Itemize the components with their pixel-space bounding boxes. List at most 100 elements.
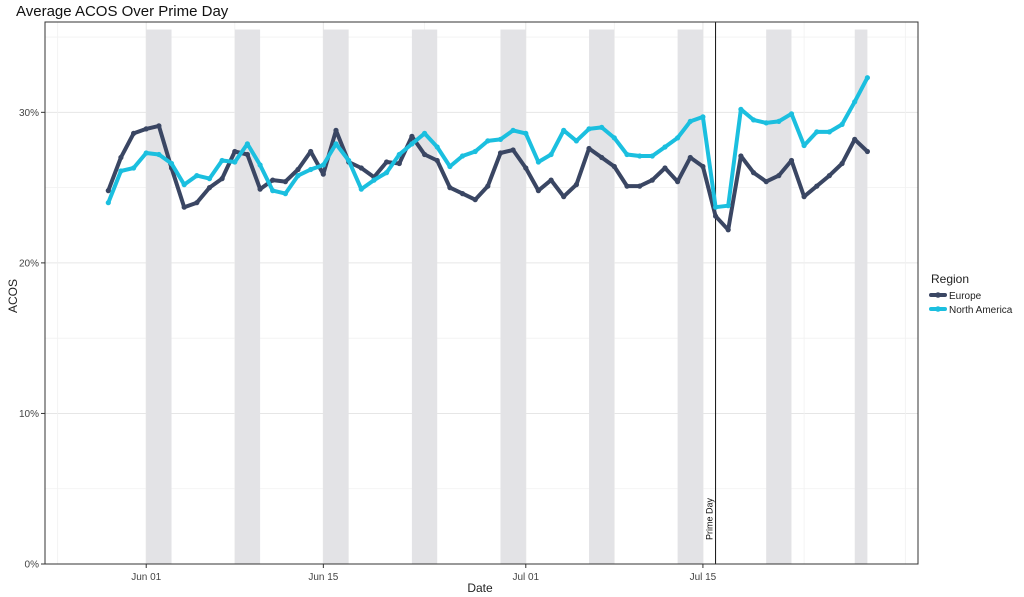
data-point xyxy=(776,173,782,179)
data-point xyxy=(611,163,617,170)
data-point xyxy=(143,150,149,156)
data-point xyxy=(358,186,364,192)
data-point xyxy=(662,165,668,171)
data-point xyxy=(700,114,706,120)
data-point xyxy=(839,121,845,127)
data-point xyxy=(282,191,288,197)
data-point xyxy=(624,183,630,189)
data-point xyxy=(573,182,580,188)
data-point xyxy=(801,142,807,149)
data-point xyxy=(295,166,301,173)
series-lines xyxy=(105,75,871,233)
data-point xyxy=(801,194,807,200)
data-point xyxy=(434,144,440,150)
data-point xyxy=(472,197,478,203)
data-point xyxy=(105,188,111,194)
prime-day-label: Prime Day xyxy=(705,497,715,540)
y-tick-label: 10% xyxy=(19,409,39,420)
data-point xyxy=(788,111,795,117)
data-point xyxy=(156,123,162,129)
x-tick-label: Jun 01 xyxy=(131,572,161,583)
legend: Region Europe North America xyxy=(929,272,1013,316)
y-tick-label: 20% xyxy=(19,258,39,269)
legend-point-north-america xyxy=(935,306,941,312)
legend-point-europe xyxy=(935,292,941,298)
data-point xyxy=(485,183,491,189)
data-point xyxy=(194,200,200,206)
data-point xyxy=(687,118,693,124)
data-point xyxy=(131,165,137,171)
x-tick-label: Jun 15 xyxy=(308,572,338,583)
data-point xyxy=(333,127,339,133)
data-point xyxy=(181,182,187,188)
weekend-band xyxy=(677,29,703,565)
data-point xyxy=(308,166,314,173)
data-point xyxy=(409,141,415,147)
data-point xyxy=(434,157,440,164)
data-point xyxy=(244,141,250,147)
data-point xyxy=(497,136,504,142)
legend-label-europe: Europe xyxy=(949,291,982,302)
data-point xyxy=(270,188,276,194)
data-point xyxy=(788,157,795,164)
data-point xyxy=(649,177,655,183)
data-point xyxy=(232,148,238,155)
data-point xyxy=(485,138,491,144)
data-point xyxy=(675,179,681,185)
data-point xyxy=(447,163,453,170)
data-point xyxy=(358,165,364,171)
data-point xyxy=(523,130,529,136)
data-point xyxy=(637,153,643,159)
data-point xyxy=(523,165,529,171)
data-point xyxy=(510,147,516,153)
weekend-band xyxy=(411,29,438,565)
data-point xyxy=(396,151,402,158)
legend-title: Region xyxy=(931,272,969,286)
data-point xyxy=(459,153,466,159)
data-point xyxy=(308,148,314,155)
weekend-bands xyxy=(146,29,868,565)
data-point xyxy=(763,120,769,126)
data-point xyxy=(409,133,415,139)
data-point xyxy=(662,144,668,150)
data-point xyxy=(713,213,719,219)
weekend-band xyxy=(146,29,172,565)
data-point xyxy=(384,170,390,176)
data-point xyxy=(156,151,162,158)
data-point xyxy=(535,188,542,194)
data-point xyxy=(510,127,516,133)
data-point xyxy=(232,159,238,165)
data-point xyxy=(472,148,478,155)
weekend-band xyxy=(234,29,261,565)
data-point xyxy=(346,157,352,164)
data-point xyxy=(194,173,200,179)
data-point xyxy=(852,99,858,105)
data-point xyxy=(535,159,542,165)
data-point xyxy=(447,185,453,191)
weekend-band xyxy=(854,29,868,565)
data-point xyxy=(422,151,428,158)
data-point xyxy=(599,124,605,130)
data-point xyxy=(181,204,187,210)
data-point xyxy=(131,130,137,136)
series-europe xyxy=(105,123,871,233)
data-point xyxy=(725,227,731,233)
data-point xyxy=(864,148,871,155)
plot-border xyxy=(44,21,919,565)
data-point xyxy=(839,160,845,167)
data-point xyxy=(725,203,731,209)
data-point xyxy=(219,176,225,182)
data-point xyxy=(586,126,592,132)
y-tick-label: 0% xyxy=(25,560,40,571)
data-point xyxy=(320,171,326,177)
data-point xyxy=(826,173,833,179)
data-point xyxy=(270,177,276,183)
series-north-america xyxy=(105,75,871,210)
data-point xyxy=(738,153,744,159)
y-tick-label: 30% xyxy=(19,108,39,119)
data-point xyxy=(206,176,213,182)
data-point xyxy=(548,177,554,183)
x-tick-label: Jul 15 xyxy=(690,572,717,583)
data-point xyxy=(168,160,175,167)
data-point xyxy=(561,127,567,133)
